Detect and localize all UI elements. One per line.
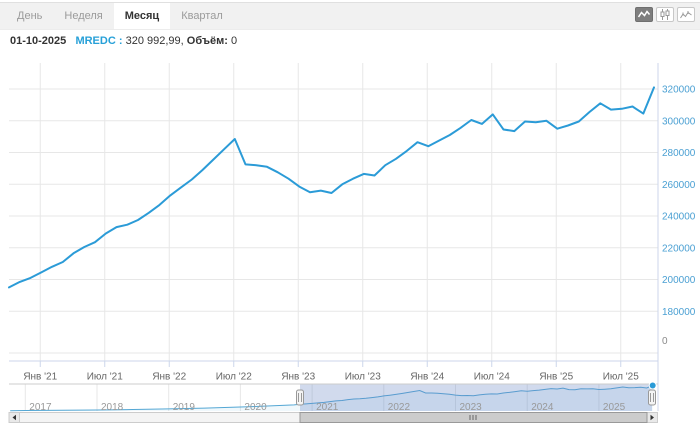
tab-quarter[interactable]: Квартал <box>181 10 223 22</box>
chart-type-switcher <box>635 7 695 22</box>
navigator-last-point-marker <box>648 381 657 390</box>
x-axis-label: Янв '25 <box>539 372 573 383</box>
navigator-year-label: 2019 <box>173 402 196 413</box>
y-axis-label: 200000 <box>662 275 696 286</box>
y-axis-label: 180000 <box>662 307 696 318</box>
navigator-year-label: 2023 <box>460 402 483 413</box>
x-axis-label: Янв '21 <box>23 372 57 383</box>
legend-series-name[interactable]: MREDC <box>75 35 116 47</box>
y-axis-label: 320000 <box>662 85 696 96</box>
legend-price-value: 320 992,99, <box>125 35 184 47</box>
x-axis-label: Июл '25 <box>603 372 640 383</box>
navigator-year-label: 2018 <box>101 402 124 413</box>
legend-volume-label: Объём: <box>186 35 228 47</box>
candlestick-chart-icon <box>660 9 670 20</box>
tab-week[interactable]: Неделя <box>64 10 103 22</box>
navigator-series-line <box>10 385 653 412</box>
tab-month[interactable]: Месяц <box>113 3 171 29</box>
navigator-year-label: 2025 <box>603 402 626 413</box>
x-axis-label: Янв '24 <box>410 372 444 383</box>
chart-type-line-button[interactable] <box>635 7 653 22</box>
navigator-right-handle[interactable] <box>648 389 656 406</box>
x-axis-label: Июл '21 <box>87 372 124 383</box>
y-axis-label: 240000 <box>662 212 696 223</box>
navigator-year-label: 2017 <box>29 402 52 413</box>
navigator-left-handle[interactable] <box>296 389 304 406</box>
navigator-series-area <box>10 385 653 411</box>
chart-type-candlestick-button[interactable] <box>656 7 674 22</box>
navigator-selected-range[interactable] <box>300 384 652 412</box>
plot-area[interactable] <box>9 63 658 361</box>
y-axis-label: 280000 <box>662 148 696 159</box>
price-line-series <box>8 86 655 289</box>
x-axis-label: Янв '22 <box>152 372 186 383</box>
legend-date: 01-10-2025 <box>10 35 67 47</box>
line-chart-icon <box>638 10 650 18</box>
left-arrow-icon <box>12 414 16 421</box>
y-axis-label: 220000 <box>662 243 696 254</box>
chart-legend: 01-10-2025 MREDC : 320 992,99, Объём: 0 <box>10 35 237 47</box>
ohlc-chart-icon <box>680 10 692 18</box>
right-arrow-icon <box>650 414 654 421</box>
x-axis-label: Июл '24 <box>474 372 511 383</box>
navigator-year-label: 2024 <box>531 402 554 413</box>
navigator-year-label: 2022 <box>388 402 411 413</box>
navigator-year-label: 2021 <box>316 402 339 413</box>
x-axis-label: Июл '23 <box>345 372 382 383</box>
y-axis-label: 300000 <box>662 116 696 127</box>
volume-axis-label: 0 <box>662 336 668 347</box>
navigator-year-label: 2020 <box>244 402 267 413</box>
chart-type-ohlc-button[interactable] <box>677 7 695 22</box>
legend-separator: : <box>115 35 126 47</box>
x-axis-label: Янв '23 <box>281 372 315 383</box>
period-tabs: День Неделя Месяц Квартал <box>0 2 700 30</box>
tab-day[interactable]: День <box>17 10 43 22</box>
y-axis-label: 260000 <box>662 180 696 191</box>
x-axis-label: Июл '22 <box>216 372 253 383</box>
legend-volume-value: 0 <box>230 35 238 47</box>
